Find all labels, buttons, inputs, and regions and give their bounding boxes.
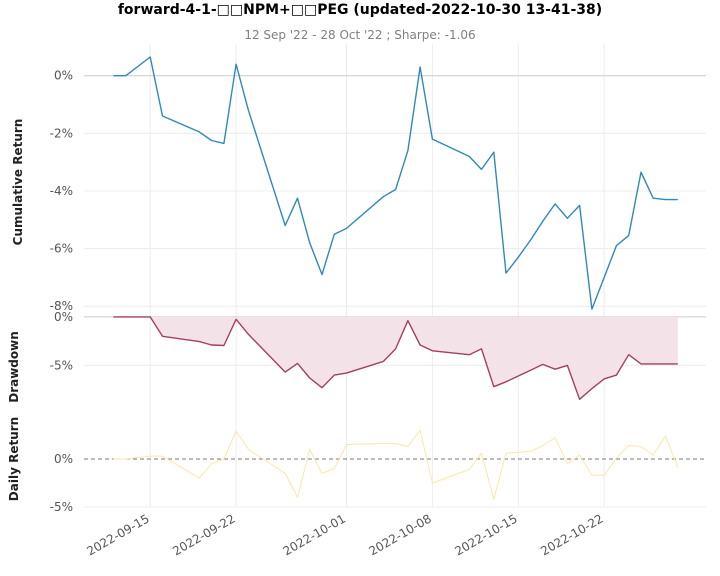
x-tick-label: 2022-10-08	[367, 511, 434, 558]
y-tick-label: 0%	[54, 452, 73, 466]
y-tick-label: -2%	[50, 126, 73, 140]
chart-title: forward-4-1-□□NPM+□□PEG (updated-2022-10…	[117, 2, 603, 18]
x-tick-label: 2022-09-15	[84, 511, 151, 558]
chart-subtitle: 12 Sep '22 - 28 Oct '22 ; Sharpe: -1.06	[244, 28, 476, 42]
x-tick-label: 2022-10-22	[538, 511, 605, 558]
y-tick-label: -6%	[50, 242, 73, 256]
y-tick-label: -8%	[50, 299, 73, 313]
drawdown-line	[113, 316, 678, 400]
drawdown-area	[113, 316, 678, 400]
daily-return-line	[113, 429, 679, 500]
y-tick-label: 0%	[54, 310, 73, 324]
y-tick-label: -5%	[50, 358, 73, 372]
cumulative-return-line	[113, 56, 678, 310]
x-tick-label: 2022-10-15	[452, 511, 519, 558]
x-tick-label: 2022-09-22	[170, 511, 237, 558]
y-tick-label: -5%	[50, 500, 73, 514]
x-tick-label: 2022-10-01	[281, 511, 348, 558]
y-tick-label: -4%	[50, 184, 73, 198]
y-tick-label: 0%	[54, 69, 73, 83]
